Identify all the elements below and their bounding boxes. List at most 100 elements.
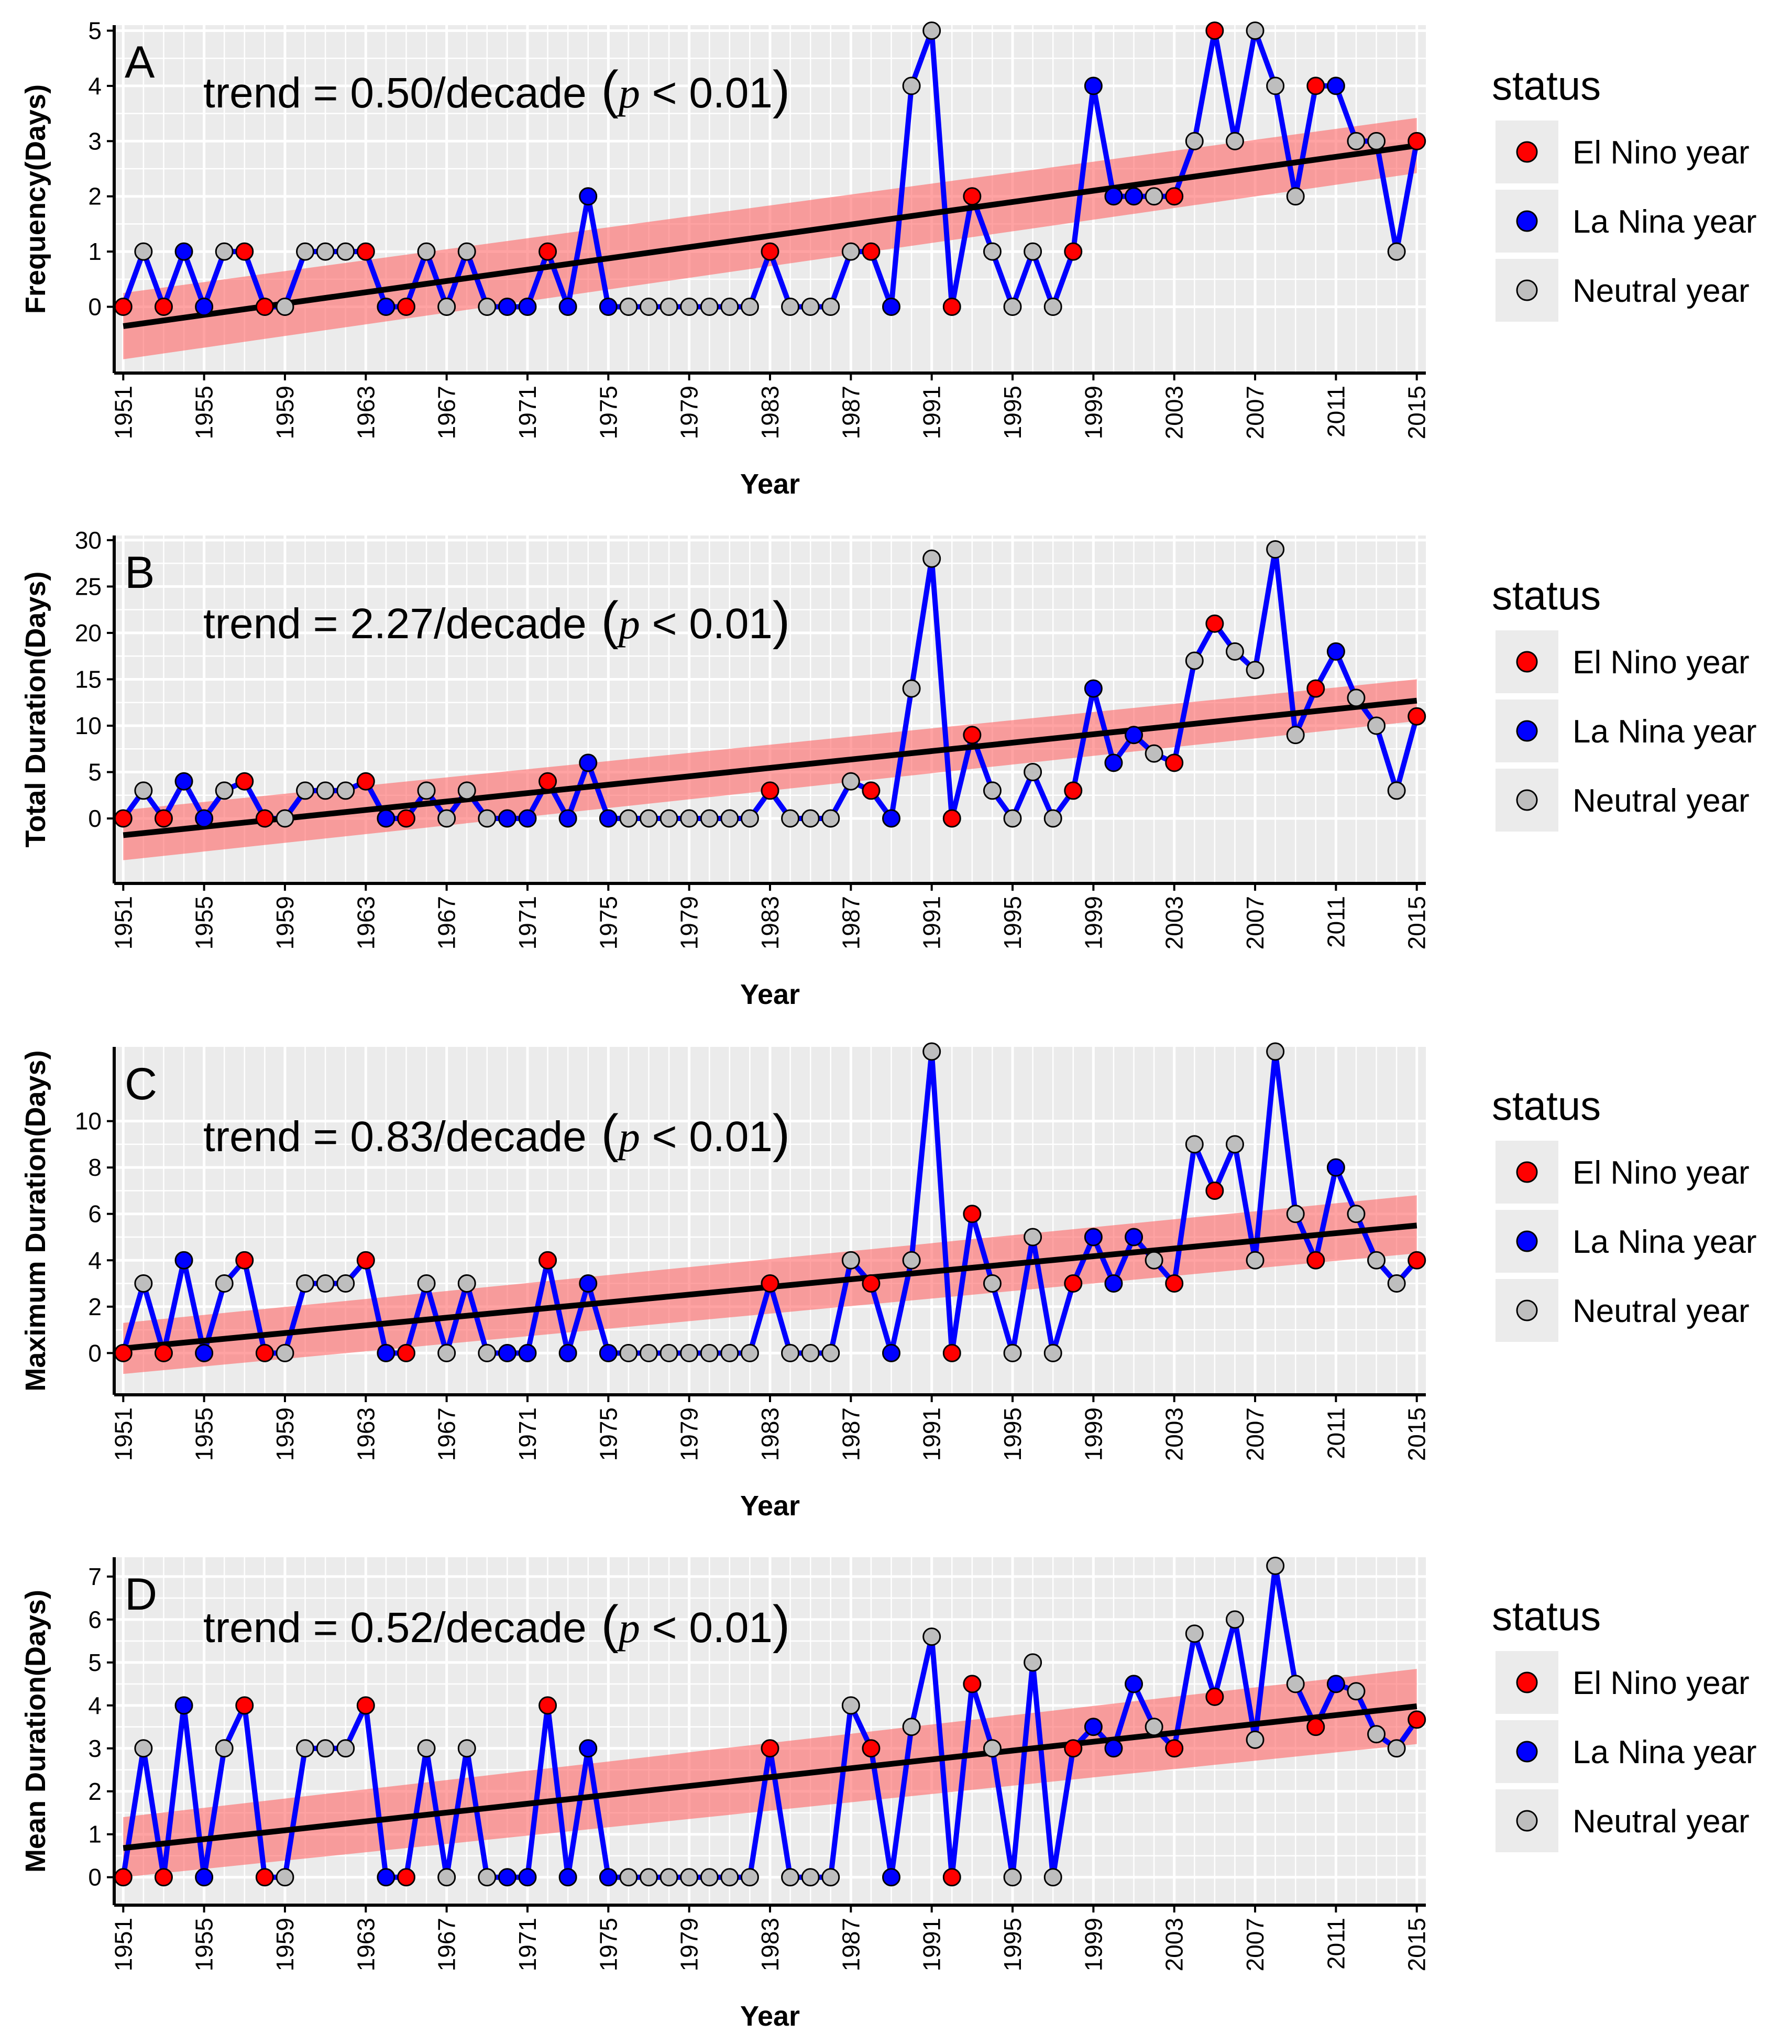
- y-tick-label: 30: [75, 527, 102, 554]
- data-point: [134, 1274, 153, 1293]
- x-tick-label: 2007: [1241, 896, 1269, 949]
- legend-marker-el-nino: [1516, 1161, 1538, 1183]
- x-tick-label: 1959: [271, 386, 299, 439]
- data-point: [639, 809, 658, 828]
- data-point: [1286, 187, 1305, 206]
- x-tick-label: 1991: [918, 1918, 946, 1971]
- data-point: [1104, 753, 1123, 772]
- legend-marker-el-nino: [1516, 651, 1538, 673]
- data-point: [1347, 132, 1366, 150]
- data-point: [1367, 1251, 1386, 1270]
- data-point: [1064, 1739, 1083, 1758]
- x-tick-label: 1987: [837, 1918, 864, 1971]
- data-point: [781, 298, 800, 316]
- data-point: [963, 1675, 982, 1693]
- data-point: [296, 1274, 315, 1293]
- y-axis-title: Maximum Duration(Days): [20, 1050, 51, 1391]
- data-point: [1165, 187, 1184, 206]
- data-point: [215, 781, 234, 800]
- data-point: [619, 1868, 638, 1887]
- data-point: [922, 1627, 941, 1646]
- data-point: [983, 242, 1002, 261]
- data-point: [1104, 187, 1123, 206]
- data-point: [862, 1739, 881, 1758]
- data-point: [619, 298, 638, 316]
- x-tick-label: 1991: [918, 1407, 946, 1461]
- data-point: [558, 298, 577, 316]
- data-point: [1246, 1730, 1265, 1749]
- data-point: [235, 242, 254, 261]
- data-point: [437, 298, 456, 316]
- data-point: [1408, 1710, 1426, 1729]
- x-tick-label: 1967: [433, 386, 460, 439]
- data-point: [1408, 707, 1426, 726]
- x-tick-label: 1971: [514, 896, 541, 949]
- data-point: [498, 298, 516, 316]
- trend-line: [123, 143, 1417, 329]
- data-point: [336, 242, 355, 261]
- data-point: [1024, 1228, 1042, 1247]
- data-point: [174, 242, 193, 261]
- data-point: [963, 187, 982, 206]
- data-point: [1084, 679, 1103, 698]
- x-tick-label: 1999: [1080, 896, 1107, 949]
- trend-annotation: trend = 0.50/decade (p < 0.01): [203, 60, 790, 119]
- y-tick-label: 1: [88, 1821, 102, 1848]
- data-point: [1003, 298, 1022, 316]
- panel-d: 0 1 2 3 4 5 6 7 1951 1955 1959 1963 1967 1971 1975 1979…: [20, 1556, 1431, 2032]
- data-point: [114, 1343, 133, 1362]
- x-tick-label: 2003: [1161, 896, 1188, 949]
- x-tick-label: 1995: [999, 386, 1026, 439]
- x-tick-label: 2007: [1241, 1918, 1269, 1971]
- x-tick-label: 1951: [109, 896, 137, 949]
- data-point: [397, 1343, 415, 1362]
- data-point: [296, 242, 315, 261]
- data-point: [740, 1343, 759, 1362]
- data-point: [255, 1868, 274, 1887]
- y-tick-label: 0: [88, 1339, 102, 1367]
- data-point: [154, 1343, 173, 1362]
- data-point: [659, 809, 678, 828]
- x-tick-label: 1951: [109, 1918, 137, 1971]
- x-tick-label: 1971: [514, 1407, 541, 1461]
- data-point: [377, 1868, 395, 1887]
- data-point: [720, 1868, 739, 1887]
- x-tick-label: 2015: [1403, 1918, 1431, 1971]
- data-point: [801, 298, 820, 316]
- data-point: [558, 809, 577, 828]
- data-point: [1225, 1135, 1244, 1154]
- data-point: [195, 809, 214, 828]
- y-axis-title: Mean Duration(Days): [20, 1590, 51, 1873]
- data-point: [417, 1274, 436, 1293]
- x-tick-label: 1983: [756, 1918, 784, 1971]
- data-point: [356, 1696, 375, 1715]
- data-point: [457, 781, 476, 800]
- x-tick-label: 1995: [999, 896, 1026, 949]
- legend: status El Nino year La Nina year Neutral ye…: [1492, 1593, 1757, 1852]
- data-point: [134, 242, 153, 261]
- data-point: [680, 1343, 699, 1362]
- data-point: [417, 781, 436, 800]
- data-point: [518, 1343, 537, 1362]
- legend-label: Neutral year: [1573, 1803, 1750, 1840]
- trend-annotation: trend = 0.83/decade (p < 0.01): [203, 1104, 790, 1163]
- legend-label: La Nina year: [1573, 1224, 1757, 1260]
- data-point: [397, 809, 415, 828]
- x-tick-label: 1995: [999, 1407, 1026, 1461]
- data-point: [740, 809, 759, 828]
- x-tick-label: 2015: [1403, 386, 1431, 439]
- data-point: [761, 1739, 779, 1758]
- x-tick-label: 1987: [837, 896, 864, 949]
- x-tick-label: 1999: [1080, 1918, 1107, 1971]
- data-point: [942, 1868, 961, 1887]
- y-tick-label: 5: [88, 759, 102, 786]
- data-point: [1125, 1675, 1144, 1693]
- data-point: [639, 1868, 658, 1887]
- x-tick-label: 1979: [676, 386, 703, 439]
- x-tick-label: 1975: [595, 1918, 622, 1971]
- data-point: [154, 1868, 173, 1887]
- data-point: [296, 1739, 315, 1758]
- x-tick-label: 1967: [433, 1918, 460, 1971]
- data-point: [599, 298, 618, 316]
- y-tick-label: 5: [88, 1649, 102, 1676]
